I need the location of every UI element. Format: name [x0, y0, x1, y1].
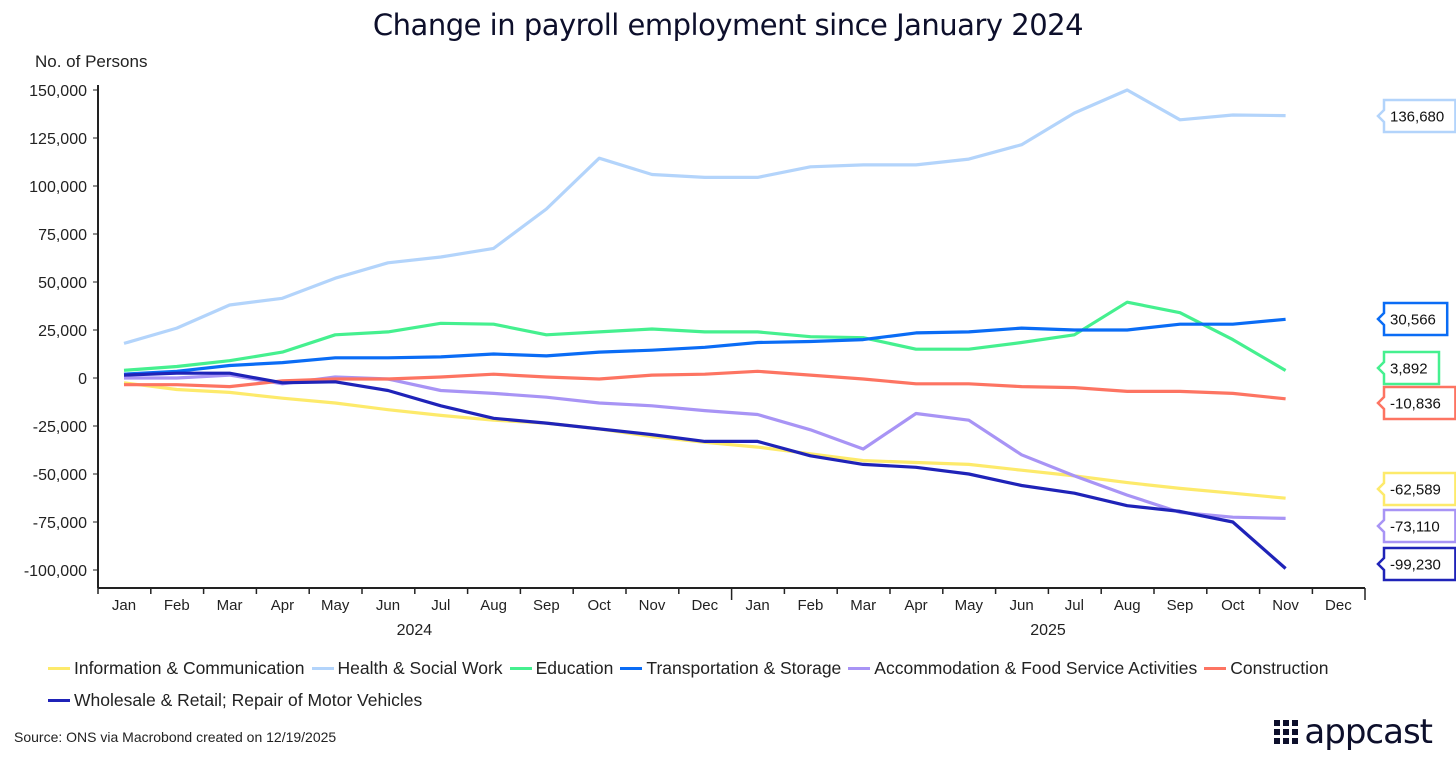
chart-title: Change in payroll employment since Janua…	[372, 8, 1084, 42]
legend-swatch	[620, 666, 643, 670]
x-tick-label: Sep	[1167, 597, 1194, 614]
x-tick-label: Aug	[480, 597, 507, 614]
x-tick-label: Nov	[1272, 597, 1299, 614]
y-tick-label: 0	[78, 371, 87, 388]
callout-value: -62,589	[1390, 482, 1441, 499]
series-line-5	[124, 369, 1286, 401]
callout-box	[1376, 385, 1456, 421]
x-tick-label: May	[321, 597, 350, 614]
legend-item: Education	[509, 652, 614, 684]
y-tick-label: -25,000	[33, 419, 87, 436]
logo-mark-icon	[1274, 720, 1299, 744]
end-value-callout-2: 3,892	[1376, 350, 1441, 386]
x-tick-label: Mar	[217, 597, 243, 614]
y-tick-label: 125,000	[29, 131, 87, 148]
y-tick-label: -50,000	[33, 467, 87, 484]
callout-box	[1376, 471, 1456, 507]
source-note: Source: ONS via Macrobond created on 12/…	[14, 729, 337, 745]
callout-value: 136,680	[1390, 109, 1444, 126]
legend-label: Accommodation & Food Service Activities	[874, 657, 1198, 678]
end-value-callout-0: -62,589	[1376, 471, 1456, 507]
end-value-callout-3: 30,566	[1376, 301, 1449, 337]
x-tick-label: Dec	[691, 597, 718, 614]
end-value-callout-6: -99,230	[1376, 546, 1456, 582]
x-tick-label: Feb	[797, 597, 823, 614]
x-tick-label: Apr	[271, 597, 294, 614]
callout-box	[1376, 350, 1441, 386]
legend-swatch	[509, 666, 532, 670]
legend-item: Health & Social Work	[311, 652, 503, 684]
legend-item: Construction	[1204, 652, 1328, 684]
series-line-2	[123, 300, 1287, 372]
y-tick-label: 25,000	[38, 323, 87, 340]
y-tick-label: 75,000	[38, 227, 87, 244]
legend-item: Accommodation & Food Service Activities	[848, 652, 1197, 684]
legend-item: Information & Communication	[48, 652, 305, 684]
legend-swatch	[1204, 666, 1227, 670]
legend-item: Transportation & Storage	[620, 652, 841, 684]
x-year-label: 2025	[1030, 622, 1066, 639]
legend-label: Construction	[1230, 657, 1329, 678]
callout-box	[1376, 98, 1456, 134]
legend-swatch	[48, 666, 70, 670]
x-year-label: 2024	[397, 622, 433, 639]
end-value-callout-5: -10,836	[1376, 385, 1456, 421]
x-tick-label: Jun	[1010, 597, 1034, 614]
x-tick-label: Sep	[533, 597, 560, 614]
x-tick-label: Oct	[1221, 597, 1245, 614]
callout-box	[1376, 508, 1456, 544]
series-line-3	[123, 317, 1286, 376]
x-tick-label: Nov	[639, 597, 666, 614]
callout-box	[1376, 301, 1449, 337]
callout-box	[1376, 546, 1456, 582]
legend-label: Information & Communication	[74, 657, 305, 678]
legend-item: Wholesale & Retail; Repair of Motor Vehi…	[48, 684, 422, 716]
x-tick-label: Jun	[376, 597, 400, 614]
x-tick-label: Oct	[588, 597, 612, 614]
end-value-callout-4: -73,110	[1376, 508, 1456, 544]
x-tick-label: Aug	[1114, 597, 1141, 614]
x-tick-label: May	[955, 597, 984, 614]
x-tick-label: Dec	[1325, 597, 1352, 614]
y-tick-label: 50,000	[38, 275, 87, 292]
legend-swatch	[48, 698, 70, 702]
series-line-4	[124, 373, 1286, 520]
y-tick-label: 100,000	[29, 179, 87, 196]
x-tick-label: Jan	[112, 597, 136, 614]
y-tick-label: -75,000	[33, 515, 87, 532]
x-tick-label: Apr	[904, 597, 927, 614]
callout-value: 3,892	[1390, 361, 1428, 378]
y-tick-label: 150,000	[29, 83, 87, 100]
x-tick-label: Jul	[431, 597, 450, 614]
end-value-callout-1: 136,680	[1376, 98, 1456, 134]
callout-value: -73,110	[1390, 519, 1440, 536]
logo-text: appcast	[1304, 712, 1433, 752]
legend-label: Education	[535, 657, 614, 678]
legend-label: Transportation & Storage	[646, 657, 842, 678]
callout-value: -99,230	[1390, 557, 1441, 574]
legend-label: Wholesale & Retail; Repair of Motor Vehi…	[74, 689, 423, 710]
callout-value: -10,836	[1390, 396, 1441, 413]
y-axis-label: No. of Persons	[35, 52, 148, 71]
legend-swatch	[311, 666, 334, 670]
y-tick-label: -100,000	[24, 563, 87, 580]
appcast-logo: appcast	[1274, 712, 1433, 752]
legend: Information & Communication Health & Soci…	[48, 652, 1428, 716]
series-line-6	[123, 371, 1287, 570]
x-tick-label: Feb	[164, 597, 190, 614]
x-tick-label: Jan	[746, 597, 770, 614]
legend-label: Health & Social Work	[337, 657, 503, 678]
x-tick-label: Mar	[850, 597, 876, 614]
legend-swatch	[848, 666, 871, 670]
series-line-1	[123, 88, 1286, 345]
callout-value: 30,566	[1390, 312, 1436, 329]
x-tick-label: Jul	[1065, 597, 1084, 614]
